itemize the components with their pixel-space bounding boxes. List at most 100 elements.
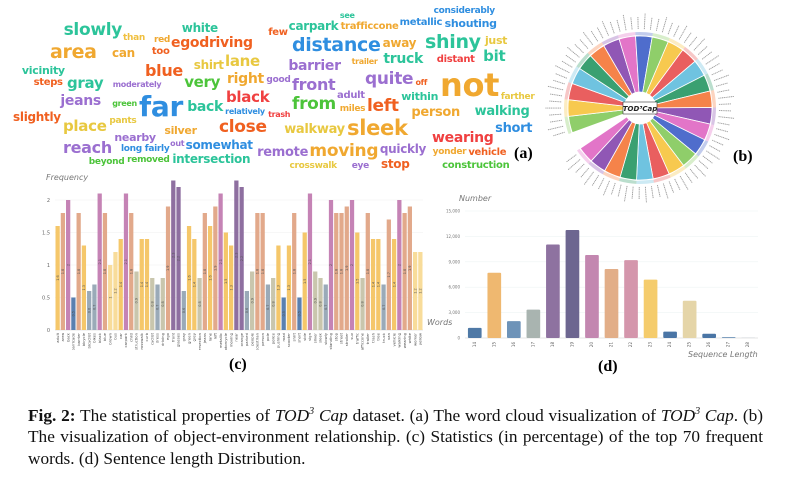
x-tick-label: trailer [365, 333, 370, 345]
x-tick-label: stop [333, 332, 338, 341]
sunburst-leaf-label [611, 182, 616, 195]
bar [487, 272, 502, 338]
bar [467, 327, 482, 338]
sunburst-leaf-label [706, 150, 721, 160]
sunburst-leaf-label [601, 20, 609, 36]
bar [546, 244, 560, 338]
word-cloud-word: shiny [425, 30, 481, 53]
bar-value-label: 2.1 [98, 259, 102, 265]
bar [297, 297, 302, 330]
bar-value-label: 1.9 [408, 265, 412, 271]
x-tick-label: barricade [71, 332, 76, 350]
y-tick-label: 6,000 [449, 285, 461, 290]
bar [286, 245, 292, 330]
x-tick-label: back [65, 332, 70, 342]
sunburst-leaf-label [683, 32, 692, 43]
word-cloud-word: metallic [399, 17, 443, 29]
word-cloud-word: short [495, 120, 533, 136]
x-tick-label: trash [370, 332, 375, 342]
sunburst-outer-ring [601, 35, 619, 45]
bar-value-label: 0.6 [87, 308, 91, 314]
sunburst-outer-ring [683, 46, 698, 61]
sunburst-outer-ring [669, 166, 686, 178]
bar [260, 213, 265, 330]
word-cloud-word: close [219, 117, 267, 137]
bar-value-label: 0.8 [319, 301, 323, 307]
x-tick-label: 24 [667, 342, 672, 348]
x-tick-label: carpark [123, 332, 128, 347]
x-tick-label: 20 [589, 342, 594, 348]
word-cloud-word: vicinity [21, 63, 65, 77]
sequence-length-chart: 0 3,000 6,000 9,000 12,000 15,000 14 15 16 17 18 19… [446, 209, 758, 348]
bar-value-label: 1.8 [61, 269, 65, 275]
bar [391, 239, 397, 330]
x-tick-label: 16 [511, 342, 516, 348]
x-tick-label: sign [307, 332, 312, 340]
sunburst-leaf-label [567, 159, 581, 171]
sunburst-leaf-label [644, 186, 647, 203]
word-cloud-word: gray [67, 74, 104, 92]
word-cloud-word: white [181, 20, 218, 35]
word-cloud-word: considerably [433, 6, 496, 17]
bar-value-label: 2 [350, 264, 354, 266]
x-tick-label: black [97, 332, 102, 343]
figure-label: Fig. 2: [28, 405, 76, 425]
bar-value-label: 2 [398, 264, 402, 266]
bar [506, 321, 521, 338]
sunburst-outer-ring [564, 99, 568, 117]
y-tick-label: 0 [47, 328, 50, 334]
word-cloud-word: off [415, 78, 428, 88]
bar [97, 193, 102, 330]
bar-value-label: 0.9 [250, 298, 254, 304]
x-tick-label: street [339, 332, 344, 344]
bar [355, 232, 360, 330]
bar [349, 200, 355, 330]
bar-value-label: 1.9 [214, 265, 218, 271]
chart-c-xlabel: Words [427, 318, 453, 327]
bar [244, 291, 250, 330]
word-cloud-word: shouting [444, 17, 497, 31]
x-tick-label: bikes [92, 333, 97, 343]
bar-value-label: 2 [329, 264, 333, 266]
word-cloud-word: back [187, 98, 224, 115]
bar [281, 297, 286, 330]
bar [526, 309, 541, 338]
sunburst-leaf-label [717, 89, 730, 93]
word-cloud-word: farther [500, 92, 535, 103]
x-tick-label: 19 [569, 342, 574, 348]
chart-d-ylabel: Number [459, 194, 492, 203]
x-tick-label: slowly [323, 332, 328, 345]
sunburst-leaf-label [549, 113, 562, 116]
bar [360, 278, 365, 330]
x-tick-label: near [234, 333, 239, 342]
x-tick-label: white [407, 332, 412, 343]
x-tick-label: pedestrian [255, 332, 260, 350]
sunburst-leaf-label [622, 14, 627, 31]
x-tick-label: bus [113, 333, 118, 340]
bar-value-label: 1.3 [287, 285, 291, 291]
bar [302, 232, 307, 330]
bar-value-label: 1.8 [292, 269, 296, 275]
bar [81, 245, 87, 330]
bar [87, 291, 92, 330]
word-cloud-word: nearby [114, 130, 156, 144]
bar-value-label: 0.6 [182, 308, 186, 314]
caption-text: The statistical properties of [75, 405, 275, 425]
sunburst-outer-ring [636, 179, 654, 184]
x-tick-label: yellow [418, 333, 423, 345]
sunburst-leaf-label [711, 139, 724, 146]
x-tick-label: truck [381, 332, 386, 343]
bar-value-label: 0.9 [135, 298, 139, 304]
bar [624, 260, 638, 338]
bar [155, 284, 160, 330]
x-tick-label: gray [181, 332, 186, 341]
x-tick-label: jeans [202, 333, 207, 344]
bar [402, 213, 407, 330]
chart-c-ylabel: Frequency [46, 173, 89, 182]
y-tick-label: 2 [47, 198, 50, 204]
word-cloud-word: silver [164, 124, 197, 138]
bar [386, 219, 391, 330]
sunburst-outer-ring [588, 161, 605, 175]
sunburst-center-box [622, 101, 658, 115]
